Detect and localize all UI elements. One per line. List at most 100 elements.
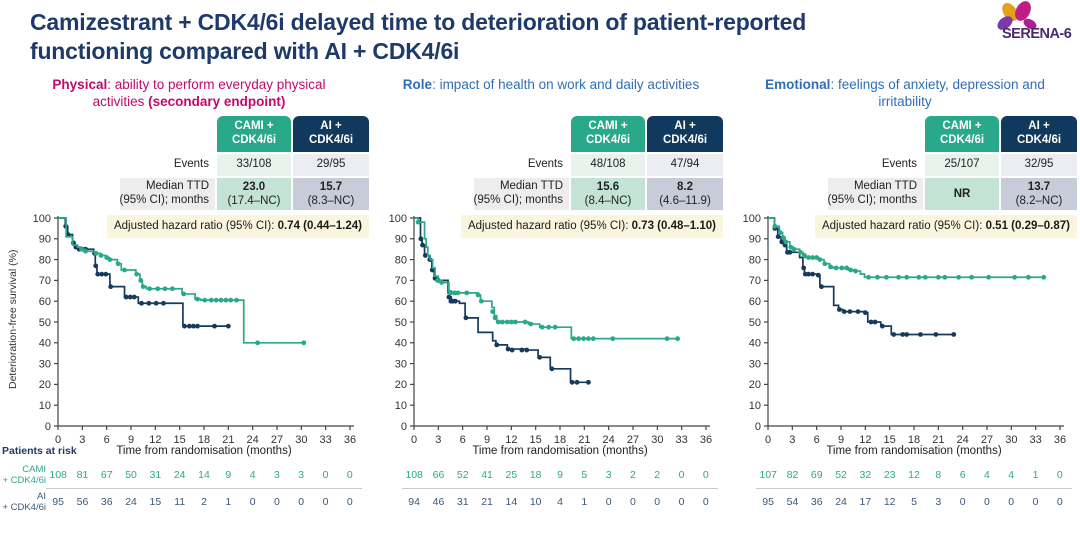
- at-risk-divider: [46, 488, 362, 490]
- heading-rest: : feelings of anxiety, depression and ir…: [830, 76, 1045, 110]
- at-risk-count: 95: [762, 496, 774, 509]
- heading-term: Physical: [52, 76, 108, 92]
- at-risk-count: 82: [786, 469, 799, 482]
- svg-text:70: 70: [749, 275, 761, 287]
- at-risk-count: 36: [100, 496, 113, 509]
- at-risk-arm-label-cami: CAMI + CDK4/6i: [2, 464, 46, 487]
- at-risk-count: 0: [702, 469, 709, 482]
- serena6-logo: SERENA-6: [990, 0, 1076, 42]
- arm-header-cami: CAMI + CDK4/6i: [217, 115, 291, 152]
- at-risk-count: 18: [529, 469, 542, 482]
- svg-text:10: 10: [39, 400, 51, 412]
- at-risk-count: 5: [581, 469, 588, 482]
- panel-role: Role: impact of health on work and daily…: [376, 76, 726, 515]
- y-axis-title: Deterioration-free survival (%): [7, 249, 19, 389]
- x-axis-title: Time from randomisation (months): [116, 445, 292, 458]
- at-risk-count: 14: [505, 496, 518, 509]
- median-ai-value: 13.7 (8.2–NC): [1001, 177, 1077, 211]
- svg-text:10: 10: [749, 400, 761, 412]
- at-risk-count: 1: [581, 496, 588, 509]
- svg-text:80: 80: [395, 255, 407, 267]
- svg-text:10: 10: [395, 400, 407, 412]
- at-risk-count: 24: [125, 496, 137, 509]
- svg-text:90: 90: [749, 234, 761, 246]
- median-cami-value: 15.6 (8.4–NC): [571, 177, 645, 211]
- svg-text:100: 100: [33, 213, 51, 225]
- svg-text:6: 6: [460, 434, 466, 444]
- svg-text:36: 36: [700, 434, 712, 444]
- svg-text:30: 30: [1005, 434, 1017, 444]
- at-risk-count: 3: [298, 469, 305, 482]
- median-row-label: Median TTD (95% CI); months: [827, 177, 923, 211]
- chart-area-physical: Deterioration-free survival (%) 0 10 20 30 4…: [6, 212, 372, 444]
- at-risk-count: 107: [759, 469, 777, 482]
- svg-text:33: 33: [1030, 434, 1042, 444]
- at-risk-count: 4: [1008, 469, 1015, 482]
- svg-text:40: 40: [749, 338, 761, 350]
- events-cami-value: 48/108: [571, 153, 645, 176]
- svg-text:21: 21: [222, 434, 234, 444]
- at-risk-count: 9: [557, 469, 563, 482]
- patients-at-risk-label: Patients at risk: [2, 445, 77, 458]
- at-risk-count: 52: [456, 469, 469, 482]
- svg-text:12: 12: [859, 434, 871, 444]
- at-risk-count: 14: [198, 469, 210, 482]
- at-risk-count: 66: [432, 469, 445, 482]
- panel-heading-physical: Physical: ability to perform everyday ph…: [6, 76, 372, 114]
- at-risk-count: 4: [983, 469, 990, 482]
- svg-text:3: 3: [435, 434, 441, 444]
- at-risk-table-role: Time from randomisation (months) 108 66 52…: [376, 445, 726, 515]
- svg-text:0: 0: [55, 434, 61, 444]
- at-risk-count: 0: [1056, 496, 1063, 509]
- at-risk-count: 95: [52, 496, 64, 509]
- stats-table-emotional: CAMI + CDK4/6i AI + CDK4/6i Events 25/107 …: [827, 115, 1077, 211]
- heading-term: Role: [402, 76, 433, 92]
- at-risk-count: 3: [605, 469, 612, 482]
- svg-text:80: 80: [39, 255, 51, 267]
- svg-text:30: 30: [295, 434, 307, 444]
- svg-text:24: 24: [957, 434, 969, 444]
- at-risk-count: 0: [678, 469, 685, 482]
- at-risk-count: 8: [935, 469, 942, 482]
- median-row-label: Median TTD (95% CI); months: [119, 177, 215, 211]
- svg-text:90: 90: [395, 234, 407, 246]
- svg-text:15: 15: [884, 434, 896, 444]
- svg-text:9: 9: [838, 434, 844, 444]
- svg-text:100: 100: [743, 213, 761, 225]
- svg-text:0: 0: [401, 421, 407, 433]
- panel-heading-role: Role: impact of health on work and daily…: [376, 76, 726, 114]
- at-risk-divider: [402, 488, 718, 490]
- at-risk-count: 3: [273, 469, 280, 482]
- at-risk-count: 2: [629, 469, 636, 482]
- svg-text:30: 30: [749, 359, 761, 371]
- at-risk-count: 36: [810, 496, 823, 509]
- at-risk-count: 17: [859, 496, 872, 509]
- heading-rest: : ability to perform everyday physical a…: [92, 76, 326, 110]
- svg-text:33: 33: [320, 434, 332, 444]
- svg-text:6: 6: [814, 434, 820, 444]
- svg-text:70: 70: [39, 275, 51, 287]
- hazard-ratio-value: 0.51 (0.29–0.87): [985, 220, 1070, 233]
- at-risk-count: 46: [432, 496, 445, 509]
- slide-title-line-1: Camizestrant + CDK4/6i delayed time to d…: [30, 9, 807, 35]
- stats-corner-cell: [828, 116, 923, 152]
- panel-physical: Physical: ability to perform everyday ph…: [2, 76, 372, 515]
- svg-text:3: 3: [789, 434, 795, 444]
- panels-row: Physical: ability to perform everyday ph…: [0, 76, 1080, 515]
- at-risk-count: 31: [456, 496, 469, 509]
- at-risk-row-ai: 94 46 31 21 14 10 4 1 0 0 0 0 0: [402, 489, 718, 515]
- at-risk-table-emotional: Time from randomisation (months) 107 82 69…: [730, 445, 1080, 515]
- svg-text:18: 18: [198, 434, 210, 444]
- slide-title-line-2: functioning compared with AI + CDK4/6i: [30, 37, 460, 64]
- events-ai-value: 29/95: [293, 153, 369, 176]
- arm-header-ai: AI + CDK4/6i: [647, 115, 723, 152]
- events-row-label: Events: [527, 157, 563, 170]
- at-risk-count: 0: [654, 496, 661, 509]
- svg-text:100: 100: [389, 213, 407, 225]
- at-risk-count: 4: [557, 496, 563, 509]
- svg-text:20: 20: [39, 379, 51, 391]
- stats-corner-cell: [120, 116, 215, 152]
- svg-text:18: 18: [554, 434, 566, 444]
- at-risk-count: 54: [786, 496, 799, 509]
